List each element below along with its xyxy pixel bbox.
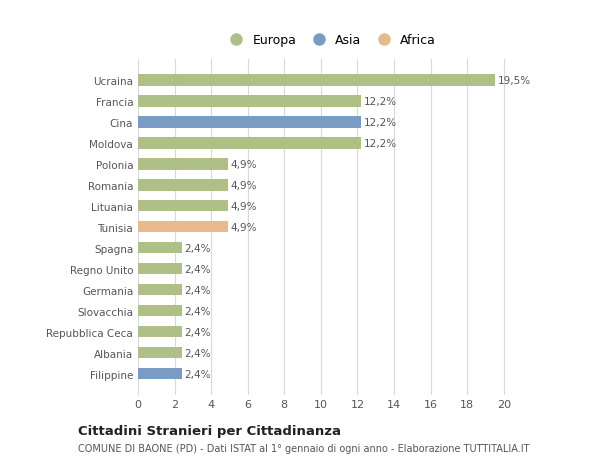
Text: 2,4%: 2,4%	[185, 369, 211, 379]
Bar	[138, 284, 182, 296]
Text: 2,4%: 2,4%	[185, 306, 211, 316]
Text: 12,2%: 12,2%	[364, 118, 397, 128]
Bar	[138, 96, 361, 107]
Bar	[138, 221, 227, 233]
Text: 2,4%: 2,4%	[185, 285, 211, 295]
Bar	[138, 179, 227, 191]
Text: 4,9%: 4,9%	[230, 222, 257, 232]
Text: 4,9%: 4,9%	[230, 180, 257, 190]
Text: 19,5%: 19,5%	[497, 76, 530, 86]
Text: 2,4%: 2,4%	[185, 348, 211, 358]
Text: COMUNE DI BAONE (PD) - Dati ISTAT al 1° gennaio di ogni anno - Elaborazione TUTT: COMUNE DI BAONE (PD) - Dati ISTAT al 1° …	[78, 443, 530, 453]
Bar	[138, 138, 361, 149]
Bar	[138, 368, 182, 380]
Bar	[138, 242, 182, 254]
Text: 4,9%: 4,9%	[230, 202, 257, 211]
Bar	[138, 201, 227, 212]
Bar	[138, 117, 361, 128]
Text: 12,2%: 12,2%	[364, 139, 397, 148]
Text: 2,4%: 2,4%	[185, 243, 211, 253]
Text: 2,4%: 2,4%	[185, 327, 211, 337]
Bar	[138, 75, 494, 86]
Bar	[138, 305, 182, 317]
Text: Cittadini Stranieri per Cittadinanza: Cittadini Stranieri per Cittadinanza	[78, 424, 341, 437]
Bar	[138, 347, 182, 358]
Bar	[138, 263, 182, 275]
Bar	[138, 326, 182, 338]
Legend: Europa, Asia, Africa: Europa, Asia, Africa	[219, 29, 441, 52]
Text: 2,4%: 2,4%	[185, 264, 211, 274]
Bar	[138, 159, 227, 170]
Text: 4,9%: 4,9%	[230, 159, 257, 169]
Text: 12,2%: 12,2%	[364, 96, 397, 106]
